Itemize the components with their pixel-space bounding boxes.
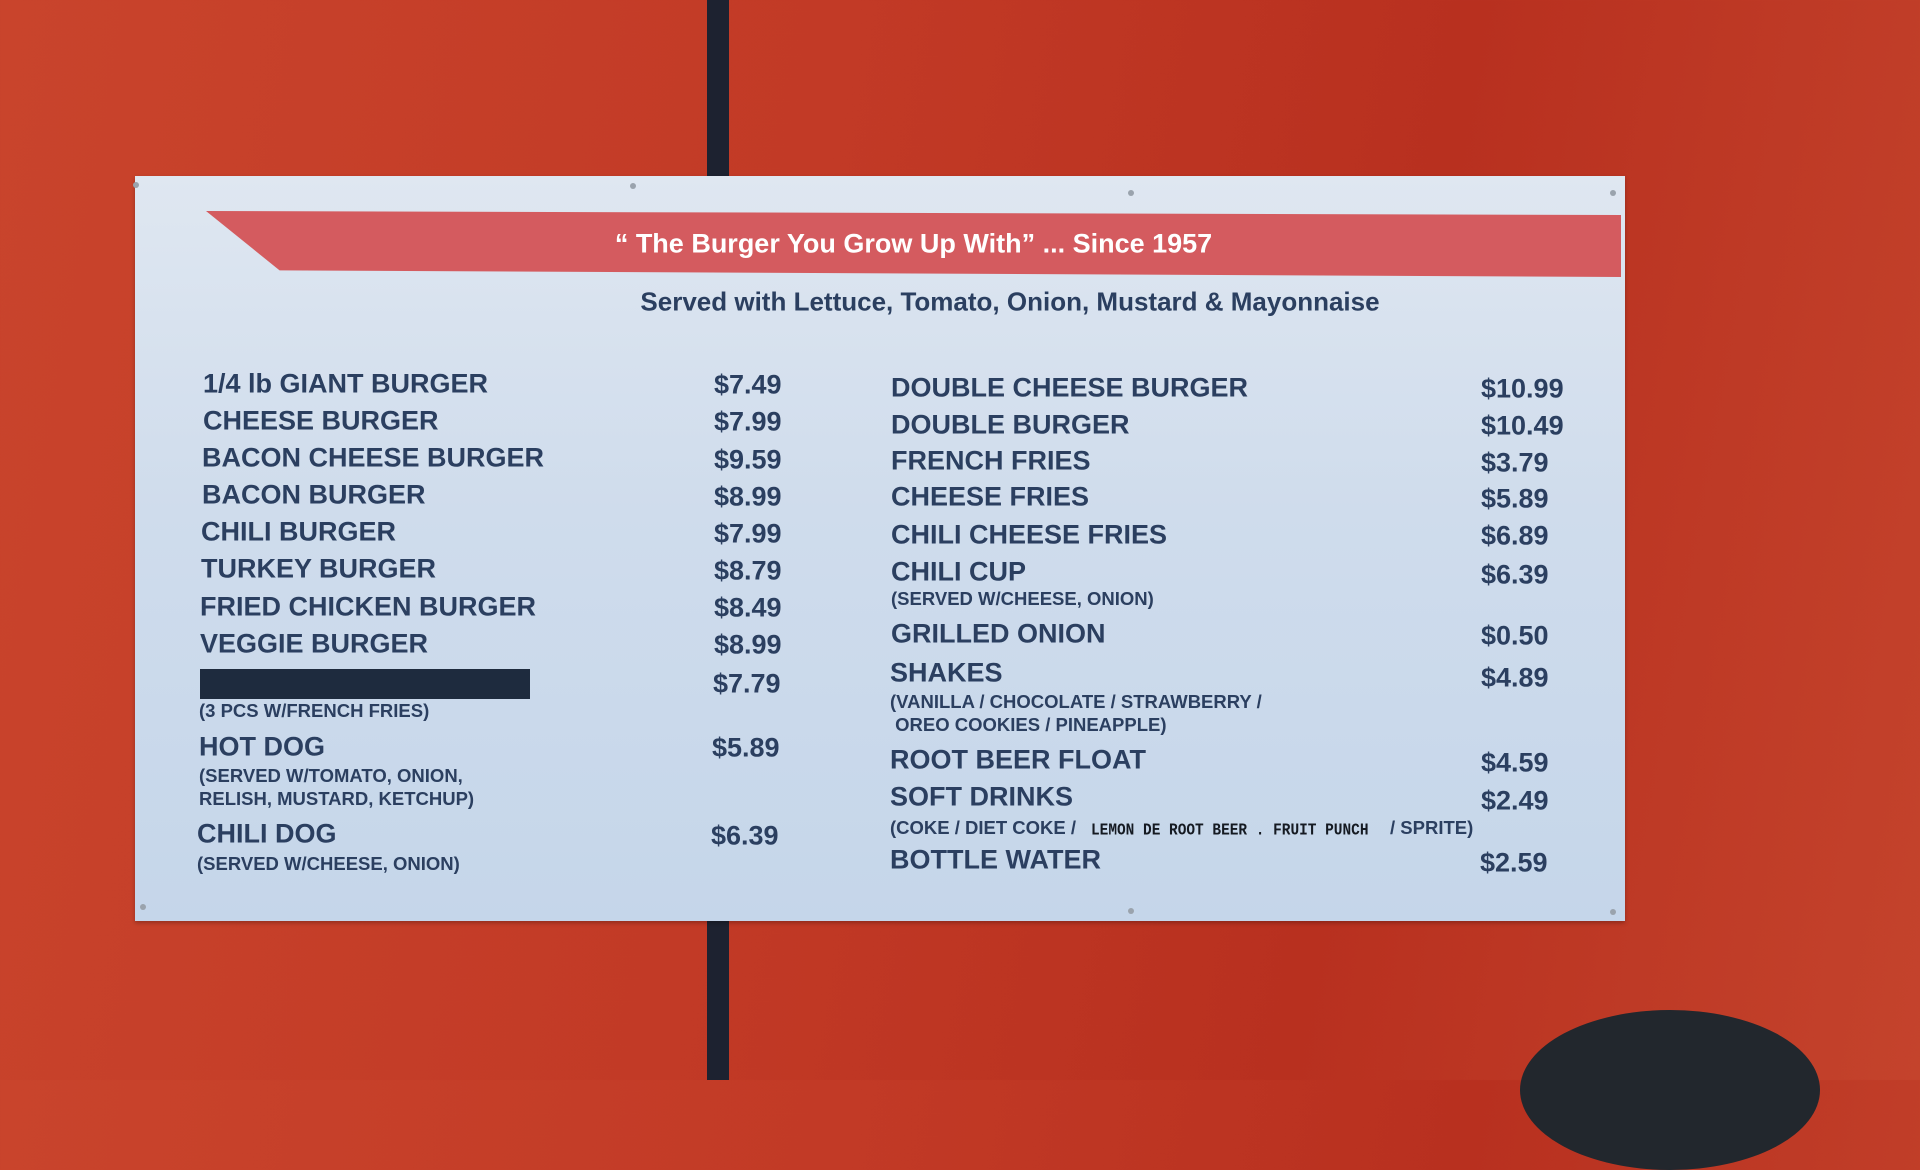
item-name: 1/4 lb GIANT BURGER xyxy=(203,368,489,399)
item-name: DOUBLE CHEESE BURGER xyxy=(891,372,1249,403)
item-price: $7.49 xyxy=(714,369,782,400)
item-price: $2.49 xyxy=(1481,785,1549,816)
screw xyxy=(1610,190,1616,196)
item-note: (SERVED W/TOMATO, ONION, xyxy=(199,765,463,786)
item-name: DOUBLE BURGER xyxy=(891,409,1130,440)
item-note: (SERVED W/CHEESE, ONION) xyxy=(197,853,460,874)
item-price: $6.39 xyxy=(1481,559,1549,590)
item-price: $8.99 xyxy=(714,481,782,512)
item-name: BACON BURGER xyxy=(202,479,426,510)
tagline: “ The Burger You Grow Up With” ... Since… xyxy=(614,228,1213,259)
item-name: SHAKES xyxy=(890,657,1003,688)
screw xyxy=(1610,909,1616,915)
item-price: $5.89 xyxy=(1481,483,1549,514)
item-name: GRILLED ONION xyxy=(891,618,1106,649)
item-note: (COKE / DIET COKE / xyxy=(890,817,1082,838)
item-note: OREO COOKIES / PINEAPPLE) xyxy=(890,714,1167,735)
item-name: CHEESE BURGER xyxy=(203,405,439,436)
item-name: CHILI DOG xyxy=(197,818,337,849)
item-price: $0.50 xyxy=(1481,620,1549,651)
screw xyxy=(133,182,139,188)
item-price: $3.79 xyxy=(1481,447,1549,478)
item-note: RELISH, MUSTARD, KETCHUP) xyxy=(199,788,475,809)
item-price: $2.59 xyxy=(1480,847,1548,878)
item-price: $8.79 xyxy=(714,555,782,586)
item-note: (SERVED W/CHEESE, ONION) xyxy=(891,588,1154,609)
item-name: BACON CHEESE BURGER xyxy=(202,442,545,473)
item-name: TURKEY BURGER xyxy=(201,553,437,584)
item-note: / SPRITE) xyxy=(1390,817,1474,838)
item-price: $8.99 xyxy=(714,629,782,660)
item-name: CHEESE FRIES xyxy=(891,481,1090,512)
screw xyxy=(630,183,636,189)
item-note-label: LEMON DE ROOT BEER . FRUIT PUNCH xyxy=(1091,818,1417,841)
item-name: FRIED CHICKEN BURGER xyxy=(200,591,537,622)
menu-board xyxy=(133,176,1625,921)
item-name: ROOT BEER FLOAT xyxy=(890,744,1146,775)
item-price: $7.99 xyxy=(714,518,782,549)
item-price: $5.89 xyxy=(712,732,780,763)
item-price: $7.99 xyxy=(714,406,782,437)
item-price: $9.59 xyxy=(714,444,782,475)
item-price: $4.89 xyxy=(1481,662,1549,693)
subtitle: Served with Lettuce, Tomato, Onion, Must… xyxy=(640,286,1380,317)
item-price: $7.79 xyxy=(713,668,781,699)
item-name: BOTTLE WATER xyxy=(890,844,1101,875)
item-name: HOT DOG xyxy=(199,731,325,762)
item-name: VEGGIE BURGER xyxy=(200,628,429,659)
item-price: $6.39 xyxy=(711,820,779,851)
screw xyxy=(140,904,146,910)
item-price: $10.49 xyxy=(1481,410,1564,441)
item-name: FRENCH FRIES xyxy=(891,445,1091,476)
sticker-label: LEMON DE ROOT BEER . FRUIT PUNCH xyxy=(1091,821,1369,841)
item-note: (VANILLA / CHOCOLATE / STRAWBERRY / xyxy=(890,691,1262,712)
banner xyxy=(206,211,1621,277)
item-name: CHILI CHEESE FRIES xyxy=(891,519,1168,550)
item-price: $6.89 xyxy=(1481,520,1549,551)
item-note: (3 PCS W/FRENCH FRIES) xyxy=(199,700,430,721)
item-price: $10.99 xyxy=(1481,373,1564,404)
item-price: $4.59 xyxy=(1481,747,1549,778)
redacted-item-name xyxy=(200,669,530,699)
item-name: SOFT DRINKS xyxy=(890,781,1074,812)
screw xyxy=(1128,190,1134,196)
screw xyxy=(1128,908,1134,914)
helmet xyxy=(1520,1010,1820,1170)
item-price: $8.49 xyxy=(714,592,782,623)
item-name: CHILI BURGER xyxy=(201,516,396,547)
item-name: CHILI CUP xyxy=(891,556,1026,587)
